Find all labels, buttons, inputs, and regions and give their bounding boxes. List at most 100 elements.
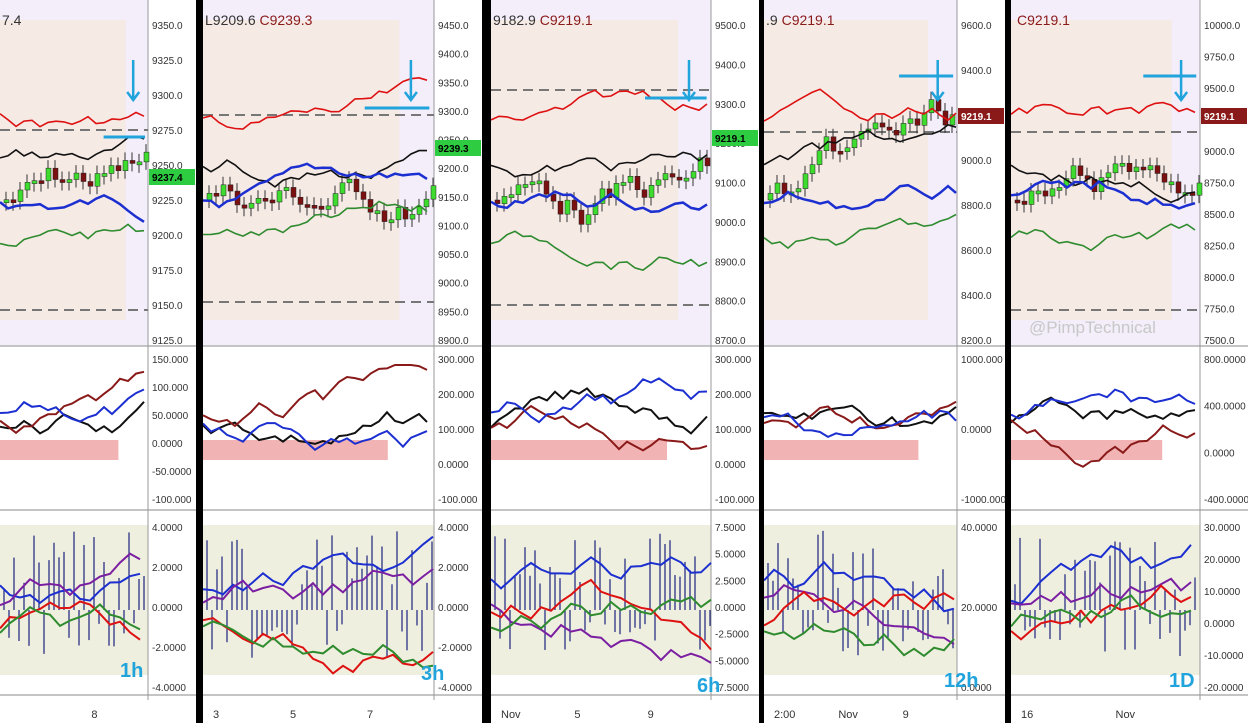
osc2-tick-label: 2.0000: [152, 563, 183, 574]
candle-body: [220, 184, 227, 197]
osc2-tick-label: 2.5000: [715, 576, 746, 587]
band-fill: [203, 20, 400, 320]
price-tick-label: 8000.0: [1204, 273, 1235, 284]
chart-canvas[interactable]: 9450.09400.09350.09300.09250.09200.09150…: [203, 0, 482, 723]
price-tick-label: 9100.0: [438, 221, 469, 232]
indicator-line: [1011, 223, 1196, 252]
candle-body: [108, 165, 115, 174]
date-tick-label: Nov: [501, 709, 521, 721]
candle-body: [1021, 200, 1028, 205]
osc2-tick-label: 0.0000: [152, 603, 183, 614]
candle-body: [311, 205, 318, 209]
candle-body: [325, 205, 332, 210]
chart-panel-1d[interactable]: 10000.09750.09500.09250.09000.08750.0850…: [1011, 0, 1248, 723]
osc1-line: [203, 422, 428, 451]
candle-body: [620, 182, 627, 186]
candle-body: [1133, 166, 1140, 172]
price-tick-label: 9150.0: [438, 193, 469, 204]
price-tag-bg: [712, 130, 758, 146]
chart-panel-1h[interactable]: 9350.0 9325.0 9300.0 9275.0 9250.0 9225.0 9200…: [0, 0, 196, 723]
osc2-tick-label: 2.0000: [438, 563, 469, 574]
candle-body: [578, 209, 585, 225]
date-tick-label: Nov: [838, 709, 858, 721]
osc2-line: [203, 568, 434, 604]
candle-body: [515, 184, 522, 195]
candle-body: [557, 200, 564, 215]
candle-body: [774, 182, 781, 194]
chart-canvas[interactable]: 9500.09400.09300.09200.09100.09000.08900…: [491, 0, 759, 723]
price-tick-label: 9325.0: [152, 56, 183, 67]
candle-body: [1112, 163, 1119, 174]
osc1-tick-label: 150.000: [152, 355, 189, 366]
price-tick-label: 8600.0: [961, 246, 992, 257]
candle-body: [816, 150, 823, 165]
candle-body: [122, 160, 129, 171]
price-tick-label: 9500.0: [715, 21, 746, 32]
price-tick-label: 9150.0: [152, 301, 183, 312]
osc1-tick-label: 200.000: [438, 390, 475, 401]
osc1-line: [203, 410, 428, 445]
osc2-tick-label: 20.0000: [1204, 555, 1241, 566]
candle-body: [59, 179, 66, 183]
candle-body: [388, 219, 395, 224]
osc2-line: [203, 620, 434, 669]
candle-body: [1014, 199, 1021, 204]
indicator-line: [1011, 164, 1196, 204]
price-tag-bg: [958, 108, 1004, 124]
candle-body: [1161, 173, 1168, 183]
osc1-tick-label: 800.0000: [1204, 355, 1246, 366]
price-tick-label: 9200.0: [152, 231, 183, 242]
candle-body: [31, 180, 38, 184]
candle-body: [767, 193, 774, 201]
indicator-line: [764, 183, 957, 211]
candle-body: [585, 214, 592, 225]
candle-body: [430, 185, 437, 200]
osc1-tick-label: 0.0000: [961, 425, 992, 436]
osc1-line: [1011, 419, 1196, 468]
price-tick-label: 8900.0: [715, 257, 746, 268]
osc1-pane-bg: [1011, 348, 1200, 508]
price-tick-label: 9275.0: [152, 126, 183, 137]
osc2-line: [764, 583, 955, 646]
chart-canvas[interactable]: 9350.0 9325.0 9300.0 9275.0 9250.0 9225.0 9200…: [0, 0, 196, 723]
osc2-tick-label: 4.0000: [438, 523, 469, 534]
candle-body: [304, 204, 311, 208]
candle-body: [627, 175, 634, 183]
candle-body: [641, 189, 648, 198]
osc2-tick-label: 30.0000: [1204, 523, 1241, 534]
timeframe-label: 1h: [120, 660, 144, 682]
price-tick-label: 9400.0: [715, 60, 746, 71]
chart-panel-12h[interactable]: 9600.09400.09200.09000.08800.08600.08400…: [764, 0, 1005, 723]
candle-body: [592, 203, 599, 215]
timeframe-label: 12h: [944, 670, 979, 692]
osc2-tick-label: 0.0000: [715, 603, 746, 614]
osc1-tick-label: 300.000: [438, 355, 475, 366]
price-tick-label: 8250.0: [1204, 242, 1235, 253]
candle-body: [416, 206, 423, 215]
osc2-tick-label: -2.5000: [715, 630, 749, 641]
price-tick-label: 8800.0: [961, 201, 992, 212]
osc1-line: [1011, 396, 1196, 424]
osc1-area: [764, 440, 919, 460]
osc1-line: [203, 364, 428, 428]
chart-canvas[interactable]: 10000.09750.09500.09250.09000.08750.0850…: [1011, 0, 1248, 723]
timeframe-label: 6h: [697, 675, 721, 697]
candle-body: [276, 190, 283, 203]
chart-canvas[interactable]: 9600.09400.09200.09000.08800.08600.08400…: [764, 0, 1005, 723]
candle-body: [690, 171, 697, 179]
indicator-line: [0, 111, 145, 128]
chart-panel-3h[interactable]: 9450.09400.09350.09300.09250.09200.09150…: [203, 0, 482, 723]
candle-body: [1105, 172, 1112, 178]
osc1-line: [764, 400, 957, 430]
candle-body: [360, 191, 367, 200]
candle-body: [529, 181, 536, 186]
chart-panel-6h[interactable]: 9500.09400.09300.09200.09100.09000.08900…: [491, 0, 759, 723]
candle-body: [283, 187, 290, 191]
osc2-tick-label: -2.0000: [438, 643, 472, 654]
price-tag-bg: [1201, 108, 1247, 124]
current-price-tag: 9237.4: [152, 173, 183, 184]
candle-body: [662, 173, 669, 181]
osc1-tick-label: 200.000: [715, 390, 752, 401]
osc1-tick-label: 300.000: [715, 355, 752, 366]
